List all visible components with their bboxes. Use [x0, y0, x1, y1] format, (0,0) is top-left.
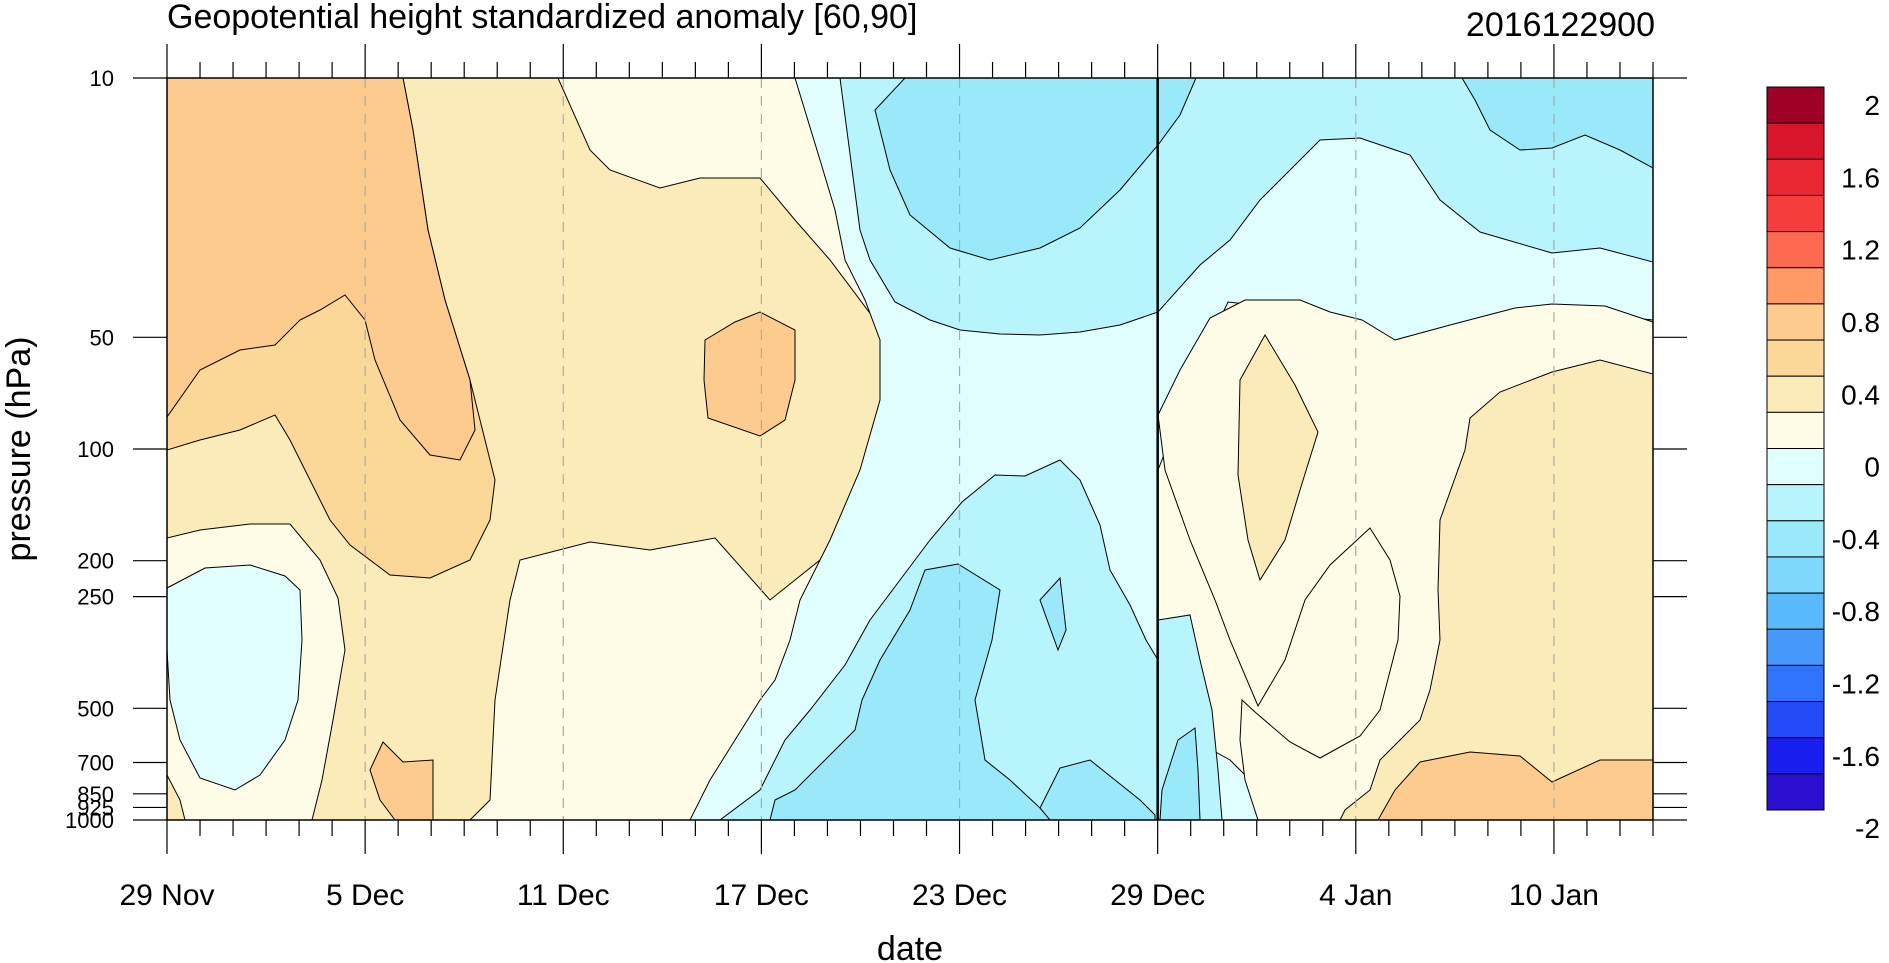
contour-fill-0.4-0.8	[369, 741, 434, 820]
colorbar-swatch	[1766, 231, 1825, 269]
colorbar-swatch	[1766, 86, 1825, 124]
colorbar-swatch	[1766, 520, 1825, 558]
date-stamp: 2016122900	[1466, 6, 1655, 44]
y-tick-label: 925	[77, 795, 114, 820]
colorbar-swatch	[1766, 303, 1825, 341]
y-tick-label: 100	[77, 437, 114, 462]
y-tick-label: 500	[77, 696, 114, 721]
x-tick-label: 29 Dec	[1110, 879, 1205, 912]
x-tick-label: 4 Jan	[1319, 879, 1392, 912]
contour-fill--0.4--0.6	[1159, 727, 1201, 820]
contour-fill-0.2-0.4	[167, 774, 186, 820]
y-tick-label: 250	[77, 585, 114, 610]
contour-fill--0.4--0.6	[1461, 78, 1653, 169]
x-tick-label: 10 Jan	[1509, 879, 1599, 912]
colorbar: 2 1.6 1.2 0.8 0.4 0 -0.4 -0.8 -1.2 -1.6 -2	[1766, 86, 1880, 844]
y-tick-label: 700	[77, 751, 114, 776]
contour-fill-0.2-0.4	[1339, 359, 1653, 820]
colorbar-label: -2	[1855, 813, 1880, 844]
colorbar-swatch	[1766, 411, 1825, 450]
y-tick-label: 850	[77, 782, 114, 807]
contour-fill--0.4--0.6	[1039, 759, 1156, 820]
y-tick-label: 1000	[65, 808, 114, 833]
contour-fill-0.4-0.8	[1377, 751, 1653, 820]
colorbar-swatch	[1766, 484, 1825, 522]
colorbar-swatch	[1766, 628, 1825, 666]
colorbar-swatch	[1766, 448, 1825, 486]
colorbar-swatch	[1766, 556, 1825, 594]
x-tick-label: 29 Nov	[119, 879, 214, 912]
x-tick-label: 11 Dec	[517, 879, 610, 912]
plot-area	[167, 78, 1653, 820]
colorbar-swatch	[1766, 122, 1825, 160]
colorbar-swatch	[1766, 773, 1825, 811]
chart-title: Geopotential height standardized anomaly…	[167, 0, 917, 36]
contour-fill-0--0.2	[167, 564, 303, 791]
colorbar-swatch	[1766, 592, 1825, 630]
y-axis-label: pressure (hPa)	[0, 337, 38, 562]
contour-fill-0.2-0.4	[1237, 334, 1319, 582]
x-tick-label: 23 Dec	[912, 879, 1007, 912]
y-tick-label: 200	[77, 549, 114, 574]
colorbar-swatch	[1766, 339, 1825, 377]
colorbar-label: 0.8	[1841, 307, 1880, 338]
colorbar-swatch	[1766, 158, 1825, 196]
colorbar-swatch	[1766, 664, 1825, 703]
colorbar-label: 0	[1864, 452, 1880, 483]
x-axis-label: date	[877, 930, 943, 963]
x-tick-label: 5 Dec	[326, 879, 404, 912]
contour-fill--0.4--0.6	[769, 563, 1071, 820]
colorbar-label: -0.4	[1832, 524, 1880, 555]
colorbar-label: -0.8	[1832, 596, 1880, 627]
colorbar-label: -1.2	[1832, 668, 1880, 699]
y-tick-label: 50	[90, 325, 114, 350]
contour-fill-0.4-0.8	[167, 78, 476, 461]
colorbar-swatch	[1766, 267, 1825, 305]
colorbar-swatch	[1766, 194, 1825, 233]
colorbar-swatch	[1766, 375, 1825, 413]
colorbar-swatch	[1766, 701, 1825, 739]
colorbar-label: 1.2	[1841, 235, 1880, 266]
contour-fill--0.4--0.6	[1039, 576, 1067, 652]
contour-fill-0.4-0.8	[703, 311, 796, 437]
colorbar-label: 0.4	[1841, 379, 1880, 410]
x-tick-label: 17 Dec	[714, 879, 809, 912]
y-tick-label: 10	[90, 66, 114, 91]
colorbar-swatch	[1766, 737, 1825, 775]
colorbar-label: -1.6	[1832, 741, 1880, 772]
contour-fill--0.4--0.6	[874, 78, 1197, 261]
colorbar-label: 1.6	[1841, 162, 1880, 193]
colorbar-label: 2	[1864, 90, 1880, 121]
